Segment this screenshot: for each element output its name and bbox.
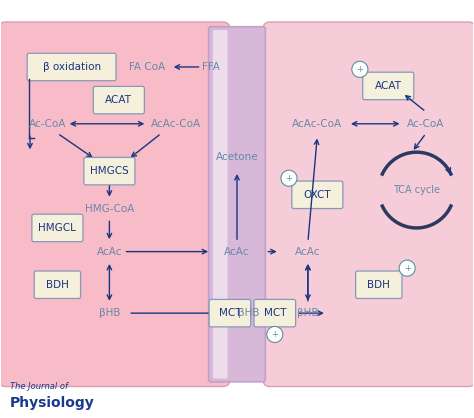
FancyBboxPatch shape	[27, 53, 116, 81]
Circle shape	[267, 326, 283, 342]
Text: TCA cycle: TCA cycle	[393, 185, 440, 195]
Text: Ac-CoA: Ac-CoA	[29, 119, 67, 129]
Text: HMGCL: HMGCL	[38, 223, 76, 233]
FancyBboxPatch shape	[34, 271, 81, 298]
Text: βHB: βHB	[297, 308, 319, 318]
Text: The Journal of: The Journal of	[10, 382, 68, 391]
Text: +: +	[404, 264, 410, 273]
Text: BDH: BDH	[46, 280, 69, 290]
Text: ACAT: ACAT	[105, 95, 132, 105]
Text: βHB: βHB	[99, 308, 120, 318]
FancyBboxPatch shape	[0, 22, 230, 387]
FancyBboxPatch shape	[213, 30, 228, 378]
Text: AcAc-CoA: AcAc-CoA	[292, 119, 342, 129]
Text: Acetone: Acetone	[216, 152, 258, 162]
FancyBboxPatch shape	[209, 299, 251, 327]
FancyBboxPatch shape	[363, 72, 414, 99]
FancyBboxPatch shape	[93, 87, 145, 114]
Text: OXCT: OXCT	[303, 190, 331, 200]
FancyBboxPatch shape	[254, 299, 296, 327]
Text: βHB: βHB	[238, 308, 260, 318]
FancyBboxPatch shape	[356, 271, 402, 298]
FancyBboxPatch shape	[32, 214, 83, 242]
Text: AcAc: AcAc	[97, 247, 122, 257]
FancyBboxPatch shape	[84, 158, 135, 185]
Text: Physiology: Physiology	[10, 396, 95, 410]
Text: FFA: FFA	[202, 62, 220, 72]
FancyBboxPatch shape	[209, 27, 265, 382]
Text: MCT: MCT	[219, 308, 241, 318]
Text: FA CoA: FA CoA	[129, 62, 165, 72]
FancyBboxPatch shape	[263, 22, 474, 387]
Text: HMG-CoA: HMG-CoA	[85, 204, 134, 214]
Text: β oxidation: β oxidation	[43, 62, 100, 72]
Circle shape	[352, 61, 368, 77]
Text: BDH: BDH	[367, 280, 390, 290]
Text: +: +	[272, 330, 278, 339]
Text: AcAc-CoA: AcAc-CoA	[151, 119, 201, 129]
Text: +: +	[285, 174, 292, 183]
Text: AcAc: AcAc	[295, 247, 320, 257]
Text: AcAc: AcAc	[224, 247, 250, 257]
Text: +: +	[356, 65, 363, 74]
FancyBboxPatch shape	[292, 181, 343, 209]
Text: Ac-CoA: Ac-CoA	[407, 119, 445, 129]
Text: ACAT: ACAT	[375, 81, 402, 91]
Circle shape	[399, 260, 415, 276]
Text: HMGCS: HMGCS	[90, 166, 129, 176]
Text: MCT: MCT	[264, 308, 286, 318]
Circle shape	[281, 170, 297, 186]
